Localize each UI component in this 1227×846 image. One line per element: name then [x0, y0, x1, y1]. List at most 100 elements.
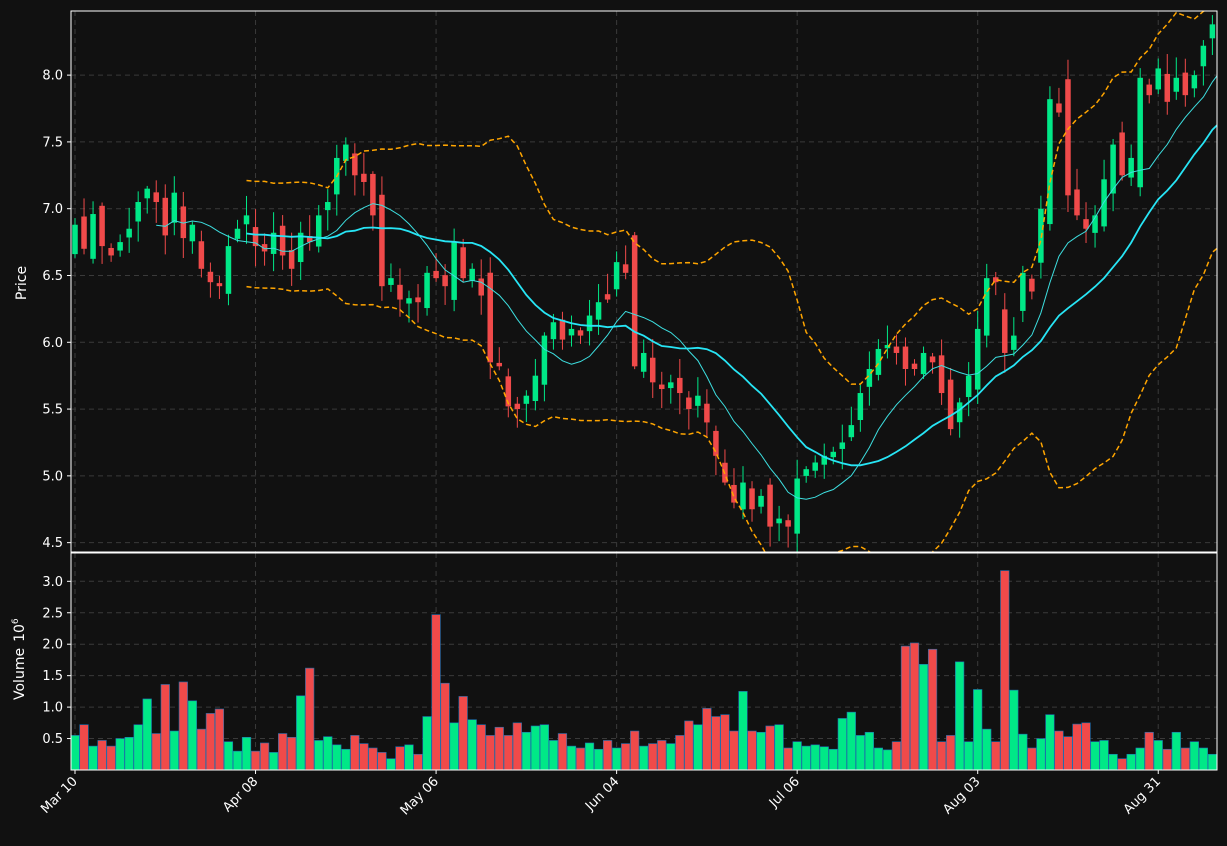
volume-bar-44	[468, 720, 477, 770]
candle-body-19	[244, 215, 250, 224]
volume-bar-14	[197, 729, 206, 770]
candle-body-117	[1128, 158, 1134, 178]
candle-body-46	[487, 273, 493, 363]
candle-34	[379, 176, 385, 300]
volume-bar-2	[89, 746, 98, 770]
candle-body-43	[460, 247, 466, 278]
volume-bar-41	[441, 683, 450, 770]
candle-body-106	[1029, 279, 1035, 292]
volume-bar-33	[369, 748, 378, 770]
candle-body-125	[1201, 46, 1207, 67]
candle-body-8	[144, 189, 150, 199]
candle-108	[1047, 86, 1053, 230]
volume-bar-82	[811, 745, 820, 770]
candle-body-75	[749, 488, 755, 509]
volume-bar-107	[1037, 739, 1046, 770]
volume-bar-43	[459, 696, 468, 770]
volume-bar-95	[928, 649, 937, 770]
volume-bar-116	[1118, 759, 1127, 770]
volume-bar-70	[703, 708, 712, 770]
candle-body-44	[469, 269, 475, 281]
volume-bar-79	[784, 748, 793, 770]
volume-bar-28	[323, 737, 332, 770]
volume-bar-81	[802, 746, 811, 770]
candle-body-126	[1210, 24, 1216, 38]
volume-bar-12	[179, 682, 188, 770]
volume-bar-53	[549, 740, 558, 770]
candle-body-64	[650, 358, 656, 383]
volume-bar-97	[946, 735, 955, 770]
volume-bar-3	[98, 740, 107, 770]
candle-body-94	[921, 353, 927, 374]
volume-bar-73	[730, 731, 739, 770]
volume-bar-17	[224, 742, 233, 770]
candle-body-76	[758, 496, 764, 507]
candle-body-14	[199, 241, 205, 269]
volume-bar-34	[378, 752, 387, 770]
volume-bar-18	[233, 751, 242, 770]
volume-bar-21	[260, 743, 269, 770]
price-ytick-label-1: 5.0	[42, 469, 63, 484]
candle-body-101	[984, 278, 990, 335]
candle-body-1	[81, 217, 87, 249]
volume-axis-label: Volume106	[11, 618, 28, 700]
volume-bar-20	[251, 751, 260, 770]
candle-body-68	[686, 398, 692, 410]
volume-bar-121	[1163, 749, 1172, 770]
candle-body-27	[316, 215, 322, 246]
volume-bar-75	[748, 731, 757, 770]
volume-bar-92	[901, 646, 910, 770]
volume-bar-78	[775, 725, 784, 770]
candle-body-58	[596, 302, 602, 319]
volume-bar-37	[405, 745, 414, 770]
volume-bar-96	[937, 742, 946, 770]
volume-bar-8	[143, 699, 152, 770]
candle-118	[1137, 68, 1143, 196]
volume-bar-83	[820, 747, 829, 770]
candle-body-55	[569, 329, 575, 335]
volume-bar-13	[188, 701, 197, 770]
candle-body-13	[190, 225, 196, 242]
volume-bar-38	[414, 754, 423, 770]
candle-body-50	[524, 396, 530, 404]
volume-bar-54	[558, 734, 567, 770]
volume-bar-24	[287, 737, 296, 770]
price-ytick-label-6: 7.5	[42, 135, 63, 150]
candle-body-85	[840, 442, 846, 448]
volume-bar-1	[80, 725, 89, 770]
volume-bar-56	[576, 748, 585, 770]
volume-bar-91	[892, 742, 901, 770]
candle-body-59	[605, 294, 611, 299]
volume-bar-48	[504, 735, 513, 770]
volume-bar-72	[721, 715, 730, 770]
candle-body-17	[226, 246, 232, 294]
candle-body-93	[912, 364, 918, 369]
candle-body-87	[858, 393, 864, 420]
volume-bar-7	[134, 725, 143, 770]
volume-bar-106	[1028, 748, 1037, 770]
volume-ytick-label-2: 1.5	[42, 669, 63, 684]
candle-body-42	[451, 242, 457, 300]
candle-body-100	[975, 329, 981, 390]
volume-bar-50	[522, 732, 531, 770]
volume-bar-90	[883, 750, 892, 770]
candle-body-98	[957, 402, 963, 422]
volume-bar-71	[712, 717, 721, 770]
candle-body-84	[831, 452, 837, 457]
volume-bar-100	[973, 689, 982, 770]
candle-body-108	[1047, 99, 1053, 224]
volume-ytick-label-0: 0.5	[42, 732, 63, 747]
volume-bar-40	[432, 615, 441, 770]
candle-body-5	[117, 242, 123, 250]
candle-body-0	[72, 225, 78, 254]
volume-bar-0	[71, 735, 80, 770]
volume-bar-66	[666, 744, 675, 770]
candle-body-119	[1146, 85, 1152, 96]
candle-body-49	[515, 404, 521, 409]
volume-bar-30	[342, 749, 351, 770]
candle-body-110	[1065, 79, 1071, 195]
candle-body-89	[876, 349, 882, 375]
volume-bar-51	[531, 726, 540, 770]
